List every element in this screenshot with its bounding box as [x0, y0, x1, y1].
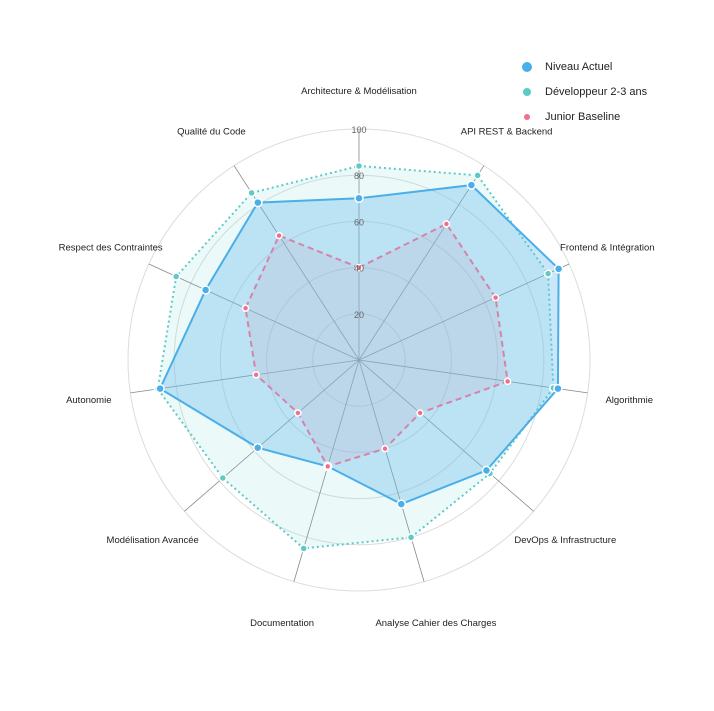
- data-point[interactable]: [252, 371, 260, 379]
- axis-label: Analyse Cahier des Charges: [375, 618, 496, 629]
- legend-dot-icon: [524, 113, 530, 120]
- data-point[interactable]: [503, 377, 512, 386]
- tick-label: 40: [354, 264, 364, 274]
- legend-item-junior-baseline[interactable]: Junior Baseline: [522, 104, 647, 129]
- data-point[interactable]: [299, 544, 308, 553]
- axis-spoke: [130, 359, 360, 394]
- axis-label: Modélisation Avancée: [107, 535, 199, 546]
- series-polygon: [156, 164, 555, 550]
- axis-label: Frontend & Intégration: [560, 243, 655, 254]
- data-point[interactable]: [481, 465, 492, 476]
- axis-spoke: [358, 165, 485, 361]
- axis-label: Architecture & Modélisation: [301, 86, 417, 97]
- axis-spoke: [184, 359, 360, 512]
- data-point[interactable]: [324, 462, 332, 471]
- axis-spoke: [148, 263, 360, 361]
- axis-labels: 20 40 60 80 100 Architecture & Modélisation AP…: [59, 86, 655, 629]
- tick-label: 100: [351, 125, 366, 135]
- data-point[interactable]: [396, 499, 407, 509]
- legend-dot-icon: [523, 87, 531, 96]
- legend-item-niveau-actuel[interactable]: Niveau Actuel: [522, 54, 647, 79]
- data-point[interactable]: [275, 231, 283, 240]
- series-polygon: [158, 184, 560, 506]
- data-point[interactable]: [200, 285, 211, 295]
- axis-spoke: [358, 263, 570, 361]
- data-point[interactable]: [294, 409, 302, 417]
- data-point[interactable]: [171, 272, 181, 281]
- legend-dot-icon: [522, 61, 532, 72]
- data-point[interactable]: [473, 171, 482, 180]
- data-point[interactable]: [355, 263, 363, 272]
- series-polygon: [244, 222, 509, 468]
- data-point[interactable]: [354, 161, 364, 171]
- tick-label: 60: [354, 217, 364, 227]
- data-point[interactable]: [553, 383, 563, 394]
- data-point[interactable]: [466, 180, 477, 190]
- data-point[interactable]: [416, 409, 424, 417]
- data-point[interactable]: [442, 220, 451, 228]
- axis-label: Algorithmie: [605, 395, 653, 406]
- data-point[interactable]: [354, 193, 364, 204]
- axis-spoke: [358, 359, 425, 582]
- axis-label: Autonomie: [66, 395, 111, 406]
- data-point[interactable]: [381, 444, 389, 453]
- legend-label: Développeur 2-3 ans: [545, 85, 648, 98]
- radar-series: [153, 161, 564, 553]
- legend: Niveau Actuel Développeur 2-3 ans Junior…: [522, 54, 647, 129]
- data-point[interactable]: [155, 383, 165, 394]
- legend-label: Junior Baseline: [545, 110, 621, 123]
- axis-label: API REST & Backend: [461, 126, 553, 137]
- data-point[interactable]: [491, 293, 500, 302]
- data-point[interactable]: [252, 442, 263, 453]
- data-point[interactable]: [241, 304, 250, 312]
- data-point[interactable]: [553, 264, 564, 274]
- legend-item-developpeur[interactable]: Développeur 2-3 ans: [522, 79, 647, 104]
- axis-label: Qualité du Code: [177, 126, 246, 137]
- tick-label: 80: [354, 171, 364, 181]
- tick-label: 20: [354, 310, 364, 320]
- axis-label: DevOps & Infrastructure: [514, 535, 616, 546]
- axis-spoke: [233, 165, 360, 361]
- data-point[interactable]: [247, 188, 256, 198]
- data-point[interactable]: [543, 269, 553, 278]
- data-point[interactable]: [406, 533, 416, 542]
- data-point[interactable]: [253, 197, 263, 208]
- axis-label: Documentation: [250, 618, 314, 629]
- axis-label: Respect des Contraintes: [59, 243, 163, 254]
- legend-label: Niveau Actuel: [545, 60, 613, 73]
- data-point[interactable]: [218, 473, 228, 483]
- axis-spoke: [358, 359, 534, 512]
